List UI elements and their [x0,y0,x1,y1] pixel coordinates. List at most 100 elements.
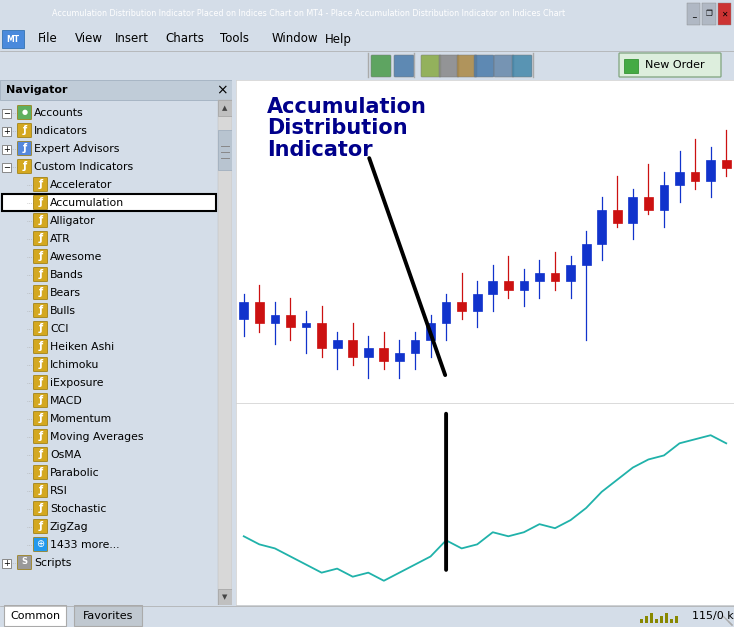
Text: +: + [3,145,10,154]
Bar [2,30,24,48]
Bar [660,616,663,623]
Bar [4,605,66,626]
Text: Insert: Insert [115,33,149,46]
FancyBboxPatch shape [18,124,32,137]
Text: 115/0 kb: 115/0 kb [692,611,734,621]
Bar [660,185,669,210]
Text: Ichimoku: Ichimoku [50,359,99,369]
Text: ATR: ATR [50,233,70,243]
Text: Stochastic: Stochastic [50,503,106,514]
Bar [613,210,622,223]
Bar [718,3,731,24]
Text: Bands: Bands [50,270,84,280]
Bar [687,3,700,24]
Bar [535,273,544,282]
FancyBboxPatch shape [619,53,721,77]
Bar [317,323,326,349]
FancyBboxPatch shape [34,214,48,228]
Bar [271,315,279,323]
Bar [349,340,357,357]
Text: View: View [75,33,103,46]
Text: 1433 more...: 1433 more... [50,539,120,549]
Bar [640,619,643,623]
Text: ƒ: ƒ [38,485,43,495]
Bar [255,302,264,323]
Text: ƒ: ƒ [38,341,43,351]
FancyBboxPatch shape [34,502,48,515]
Bar [286,315,295,327]
Bar [504,282,513,290]
Text: Common: Common [10,611,60,621]
FancyBboxPatch shape [34,520,48,534]
Text: −: − [3,163,10,172]
Bar [722,160,730,168]
Text: ƒ: ƒ [38,395,43,405]
Bar [442,302,451,323]
Bar [379,349,388,361]
Bar [410,340,419,352]
FancyBboxPatch shape [34,196,48,209]
Text: Accumulation
Distribution
Indicator: Accumulation Distribution Indicator [267,97,427,160]
FancyBboxPatch shape [34,376,48,389]
Text: Bulls: Bulls [50,305,76,315]
Text: ƒ: ƒ [38,503,43,513]
Text: Expert Advisors: Expert Advisors [34,144,120,154]
Text: iExposure: iExposure [50,377,103,387]
Bar [582,243,591,265]
Text: ƒ: ƒ [38,377,43,387]
Text: Parabolic: Parabolic [50,468,100,478]
Text: Scripts: Scripts [34,557,71,567]
Bar [2,559,11,568]
Text: Alligator: Alligator [50,216,95,226]
Bar [650,613,653,623]
Bar [2,145,11,154]
Text: ƒ: ƒ [38,467,43,477]
Text: ⊕: ⊕ [37,539,45,549]
Text: MT: MT [7,34,20,43]
FancyBboxPatch shape [34,429,48,443]
Text: Awesome: Awesome [50,251,102,261]
Text: Custom Indicators: Custom Indicators [34,162,133,172]
FancyBboxPatch shape [494,55,514,77]
Text: OsMA: OsMA [50,450,81,460]
FancyBboxPatch shape [439,55,459,77]
Text: ƒ: ƒ [38,305,43,315]
Bar [644,198,653,210]
FancyBboxPatch shape [34,322,48,335]
FancyBboxPatch shape [457,55,477,77]
Text: ƒ: ƒ [38,233,43,243]
Text: ZigZag: ZigZag [50,522,89,532]
FancyBboxPatch shape [18,142,32,155]
FancyBboxPatch shape [34,339,48,354]
Text: ❐: ❐ [705,9,713,19]
Text: ƒ: ƒ [38,521,43,531]
Text: +: + [3,127,10,136]
Bar [2,163,11,172]
Bar [628,198,637,223]
FancyBboxPatch shape [34,285,48,300]
Text: Accumulation Distribution Indicator Placed on Indices Chart on MT4 - Place Accum: Accumulation Distribution Indicator Plac… [51,9,565,19]
FancyBboxPatch shape [34,177,48,191]
Bar [597,210,606,243]
Text: ƒ: ƒ [22,125,26,135]
Text: Bears: Bears [50,288,81,297]
Text: Charts: Charts [165,33,204,46]
Bar [691,172,700,181]
Text: ƒ: ƒ [38,179,43,189]
Text: Heiken Ashi: Heiken Ashi [50,342,114,352]
Text: S: S [21,557,27,567]
Text: New Order: New Order [645,60,705,70]
FancyBboxPatch shape [34,303,48,317]
Bar [2,109,11,118]
Bar [702,3,716,24]
Text: ▼: ▼ [222,594,228,600]
Text: MACD: MACD [50,396,83,406]
Text: ×: × [217,83,228,97]
Text: File: File [38,33,58,46]
Text: Navigator: Navigator [6,85,68,95]
Text: Accelerator: Accelerator [50,179,112,189]
Text: ƒ: ƒ [38,287,43,297]
Bar [218,589,232,605]
Bar [74,605,142,626]
Bar [239,302,248,319]
